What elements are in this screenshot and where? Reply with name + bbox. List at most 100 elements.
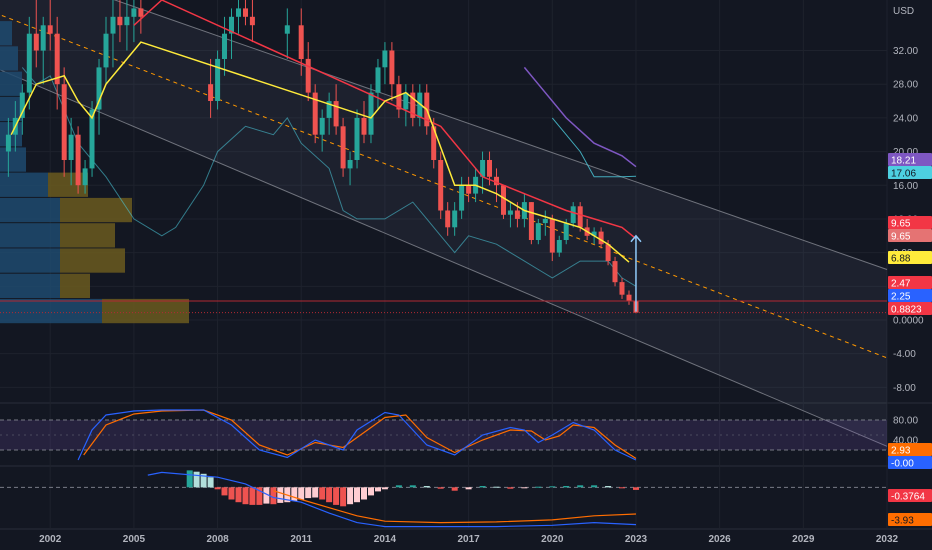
- candle-body[interactable]: [626, 294, 632, 302]
- candle-body[interactable]: [222, 33, 227, 59]
- candle-body[interactable]: [396, 84, 402, 110]
- candle-body[interactable]: [619, 282, 625, 295]
- stoch-badge: 2.93: [891, 446, 911, 457]
- price-badge-bg: [888, 251, 932, 264]
- candle-body[interactable]: [410, 92, 416, 118]
- candle-body[interactable]: [466, 185, 472, 194]
- candle-body[interactable]: [375, 67, 381, 93]
- candle-body[interactable]: [103, 33, 109, 68]
- macd-histogram-bar: [409, 485, 416, 488]
- candle-body[interactable]: [556, 240, 562, 253]
- candle-body[interactable]: [229, 16, 234, 34]
- candle-body[interactable]: [82, 168, 88, 186]
- time-tick-label: 2023: [625, 534, 648, 545]
- candle-body[interactable]: [236, 8, 241, 17]
- candle-body[interactable]: [89, 109, 95, 169]
- price-badge: 18.21: [891, 156, 916, 167]
- candle-body[interactable]: [33, 33, 39, 51]
- candle-body[interactable]: [326, 101, 332, 118]
- macd-histogram-bar: [395, 485, 402, 488]
- volume-profile-bar-up: [0, 172, 48, 197]
- candle-body[interactable]: [5, 134, 11, 152]
- candle-body[interactable]: [96, 67, 102, 110]
- candle-body[interactable]: [501, 185, 506, 215]
- price-tick-label: -4.00: [893, 349, 916, 360]
- candle-body[interactable]: [570, 206, 576, 224]
- candle-body[interactable]: [598, 231, 604, 245]
- candle-body[interactable]: [354, 117, 360, 160]
- candle-body[interactable]: [514, 210, 520, 219]
- candle-body[interactable]: [431, 126, 437, 160]
- candle-body[interactable]: [54, 33, 60, 85]
- candle-body[interactable]: [26, 33, 32, 93]
- candle-body[interactable]: [40, 25, 46, 51]
- candle-body[interactable]: [480, 160, 486, 177]
- macd-histogram-bar: [249, 487, 256, 505]
- macd-histogram-bar: [235, 487, 242, 503]
- candle-body[interactable]: [605, 244, 611, 261]
- candle-body[interactable]: [110, 16, 116, 34]
- candle-body[interactable]: [138, 8, 144, 17]
- candle-body[interactable]: [333, 101, 339, 127]
- band-upper-line: [551, 117, 637, 178]
- candle-body[interactable]: [382, 50, 388, 68]
- price-badge-bg: [888, 289, 932, 302]
- price-badge: 2.47: [891, 279, 911, 290]
- candle-body[interactable]: [542, 218, 548, 224]
- price-tick-label: 0.0000: [893, 316, 924, 327]
- macd-histogram-bar: [437, 487, 444, 489]
- candle-body[interactable]: [577, 206, 583, 228]
- candle-body[interactable]: [68, 134, 74, 160]
- macd-histogram-bar: [340, 487, 347, 507]
- candle-body[interactable]: [61, 84, 67, 160]
- candle-body[interactable]: [591, 231, 597, 236]
- candle-body[interactable]: [487, 160, 492, 177]
- candle-body[interactable]: [389, 50, 395, 85]
- candle-body[interactable]: [319, 117, 325, 135]
- candle-body[interactable]: [75, 134, 81, 186]
- candle-body[interactable]: [528, 202, 534, 240]
- candle-body[interactable]: [131, 8, 137, 17]
- candle-body[interactable]: [417, 92, 423, 118]
- macd-histogram-bar: [186, 470, 193, 488]
- candle-body[interactable]: [208, 84, 214, 101]
- candle-body[interactable]: [47, 25, 53, 34]
- candle-body[interactable]: [124, 16, 130, 26]
- candle-body[interactable]: [403, 92, 409, 110]
- candle-body[interactable]: [438, 160, 444, 211]
- macd-histogram-bar: [479, 486, 486, 488]
- macd-histogram-bar: [270, 487, 277, 505]
- volume-profile-bar-up: [0, 223, 60, 248]
- price-badge: 9.65: [891, 219, 911, 230]
- candle-body[interactable]: [452, 210, 458, 228]
- candle-body[interactable]: [298, 25, 304, 59]
- candle-body[interactable]: [361, 117, 367, 135]
- candle-body[interactable]: [507, 210, 513, 215]
- macd-histogram-bar: [535, 486, 542, 488]
- volume-profile-bar-down: [102, 298, 189, 324]
- candle-body[interactable]: [459, 185, 465, 211]
- candle-body[interactable]: [215, 58, 221, 101]
- macd-histogram-bar: [465, 487, 472, 490]
- time-tick-label: 2020: [541, 534, 564, 545]
- candle-body[interactable]: [117, 16, 123, 26]
- candle-body[interactable]: [284, 25, 290, 34]
- candle-body[interactable]: [549, 218, 555, 253]
- candle-body[interactable]: [305, 58, 311, 93]
- candle-body[interactable]: [563, 223, 569, 240]
- candle-body[interactable]: [445, 210, 451, 228]
- candle-body[interactable]: [347, 160, 353, 169]
- candle-body[interactable]: [612, 261, 618, 283]
- ma-mid-line: [133, 0, 637, 240]
- candle-body[interactable]: [340, 126, 346, 169]
- candle-body[interactable]: [312, 92, 318, 135]
- volume-profile-bar-down: [60, 223, 115, 248]
- candle-body[interactable]: [243, 8, 248, 17]
- candle-body[interactable]: [535, 223, 541, 240]
- candle-body[interactable]: [494, 176, 499, 186]
- candle-body[interactable]: [368, 92, 374, 135]
- candle-body[interactable]: [249, 16, 255, 26]
- candle-body[interactable]: [19, 92, 25, 118]
- volume-profile-bar-up: [0, 147, 26, 172]
